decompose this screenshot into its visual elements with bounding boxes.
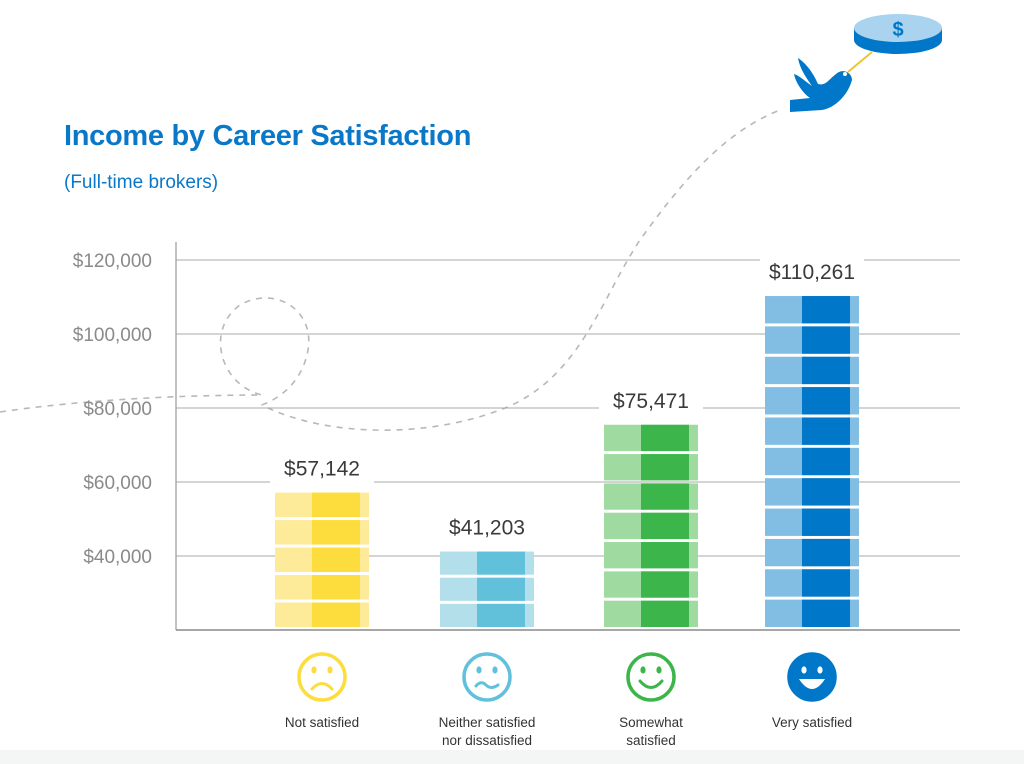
- eye: [492, 666, 498, 674]
- eye: [476, 666, 482, 674]
- bird-body: [790, 58, 852, 112]
- coin-band: [312, 575, 360, 600]
- coin-band: [312, 520, 360, 545]
- label-backing: [599, 374, 703, 425]
- grin-face-icon: [787, 652, 837, 702]
- category-label: Neither satisfied: [439, 715, 536, 730]
- bird-eye: [843, 72, 847, 76]
- eye: [801, 666, 807, 674]
- face-outline: [297, 652, 347, 702]
- category-label: Very satisfied: [772, 715, 852, 730]
- coin-face: [854, 14, 942, 42]
- coin-band: [802, 356, 850, 385]
- category-label: nor dissatisfied: [442, 733, 532, 748]
- bar-2: $41,203: [435, 501, 539, 627]
- bar-1: $57,142: [270, 442, 374, 627]
- coin-band: [802, 569, 850, 597]
- coin-band: [312, 547, 360, 573]
- y-tick-label: $60,000: [83, 473, 152, 494]
- coin-band: [477, 551, 525, 575]
- y-tick-label: $40,000: [83, 547, 152, 568]
- bar-3: $75,471: [599, 374, 703, 627]
- value-label: $110,261: [769, 261, 855, 284]
- dollar-sign-icon: $: [892, 19, 903, 41]
- coin-band: [802, 417, 850, 445]
- wavy-face-icon: [462, 652, 512, 702]
- coin-band: [641, 483, 689, 510]
- coin-band: [802, 447, 850, 476]
- coin-band: [802, 478, 850, 506]
- label-backing: [760, 246, 864, 297]
- mouth: [310, 682, 334, 691]
- coin-band: [802, 296, 850, 324]
- y-tick-label: $100,000: [73, 325, 152, 346]
- coin-band: [802, 387, 850, 415]
- eye: [656, 666, 662, 674]
- coin-band: [802, 538, 850, 567]
- sad-face-icon: [297, 652, 347, 702]
- mouth: [474, 681, 500, 689]
- coin-band: [802, 326, 850, 354]
- face-outline: [626, 652, 676, 702]
- chart-subtitle: (Full-time brokers): [64, 172, 219, 193]
- beak: [847, 51, 873, 73]
- category-label: satisfied: [626, 733, 676, 748]
- coin-band: [312, 492, 360, 518]
- eye: [311, 666, 317, 674]
- chart-title: Income by Career Satisfaction: [64, 120, 472, 152]
- y-tick-label: $120,000: [73, 251, 152, 272]
- coin-band: [802, 508, 850, 536]
- category-label: Not satisfied: [285, 715, 359, 730]
- coin-band: [641, 512, 689, 540]
- category-label: Somewhat: [619, 715, 683, 730]
- label-backing: [270, 442, 374, 493]
- bar-4: $110,261: [760, 246, 864, 627]
- dashed-flight-path: [0, 109, 781, 431]
- value-label: $75,471: [613, 390, 689, 413]
- eye: [817, 666, 823, 674]
- y-tick-label: $80,000: [83, 399, 152, 420]
- coin-band: [641, 542, 689, 569]
- face-outline: [462, 652, 512, 702]
- coin-band: [641, 454, 689, 481]
- face-outline: [787, 652, 837, 702]
- footer-strip: [0, 750, 1024, 764]
- mouth: [638, 679, 664, 689]
- value-label: $41,203: [449, 517, 525, 540]
- coin-band: [477, 577, 525, 601]
- coin-band: [802, 599, 850, 627]
- smile-face-icon: [626, 652, 676, 702]
- eye: [640, 666, 646, 674]
- coin-band: [641, 600, 689, 627]
- coin-band: [641, 424, 689, 452]
- label-backing: [435, 501, 539, 552]
- eye: [327, 666, 333, 674]
- coin-band: [641, 571, 689, 598]
- value-label: $57,142: [284, 458, 360, 481]
- coin-band: [312, 602, 360, 627]
- coin-band: [477, 603, 525, 627]
- mouth: [799, 679, 825, 689]
- bird-with-coin-icon: $: [790, 14, 942, 112]
